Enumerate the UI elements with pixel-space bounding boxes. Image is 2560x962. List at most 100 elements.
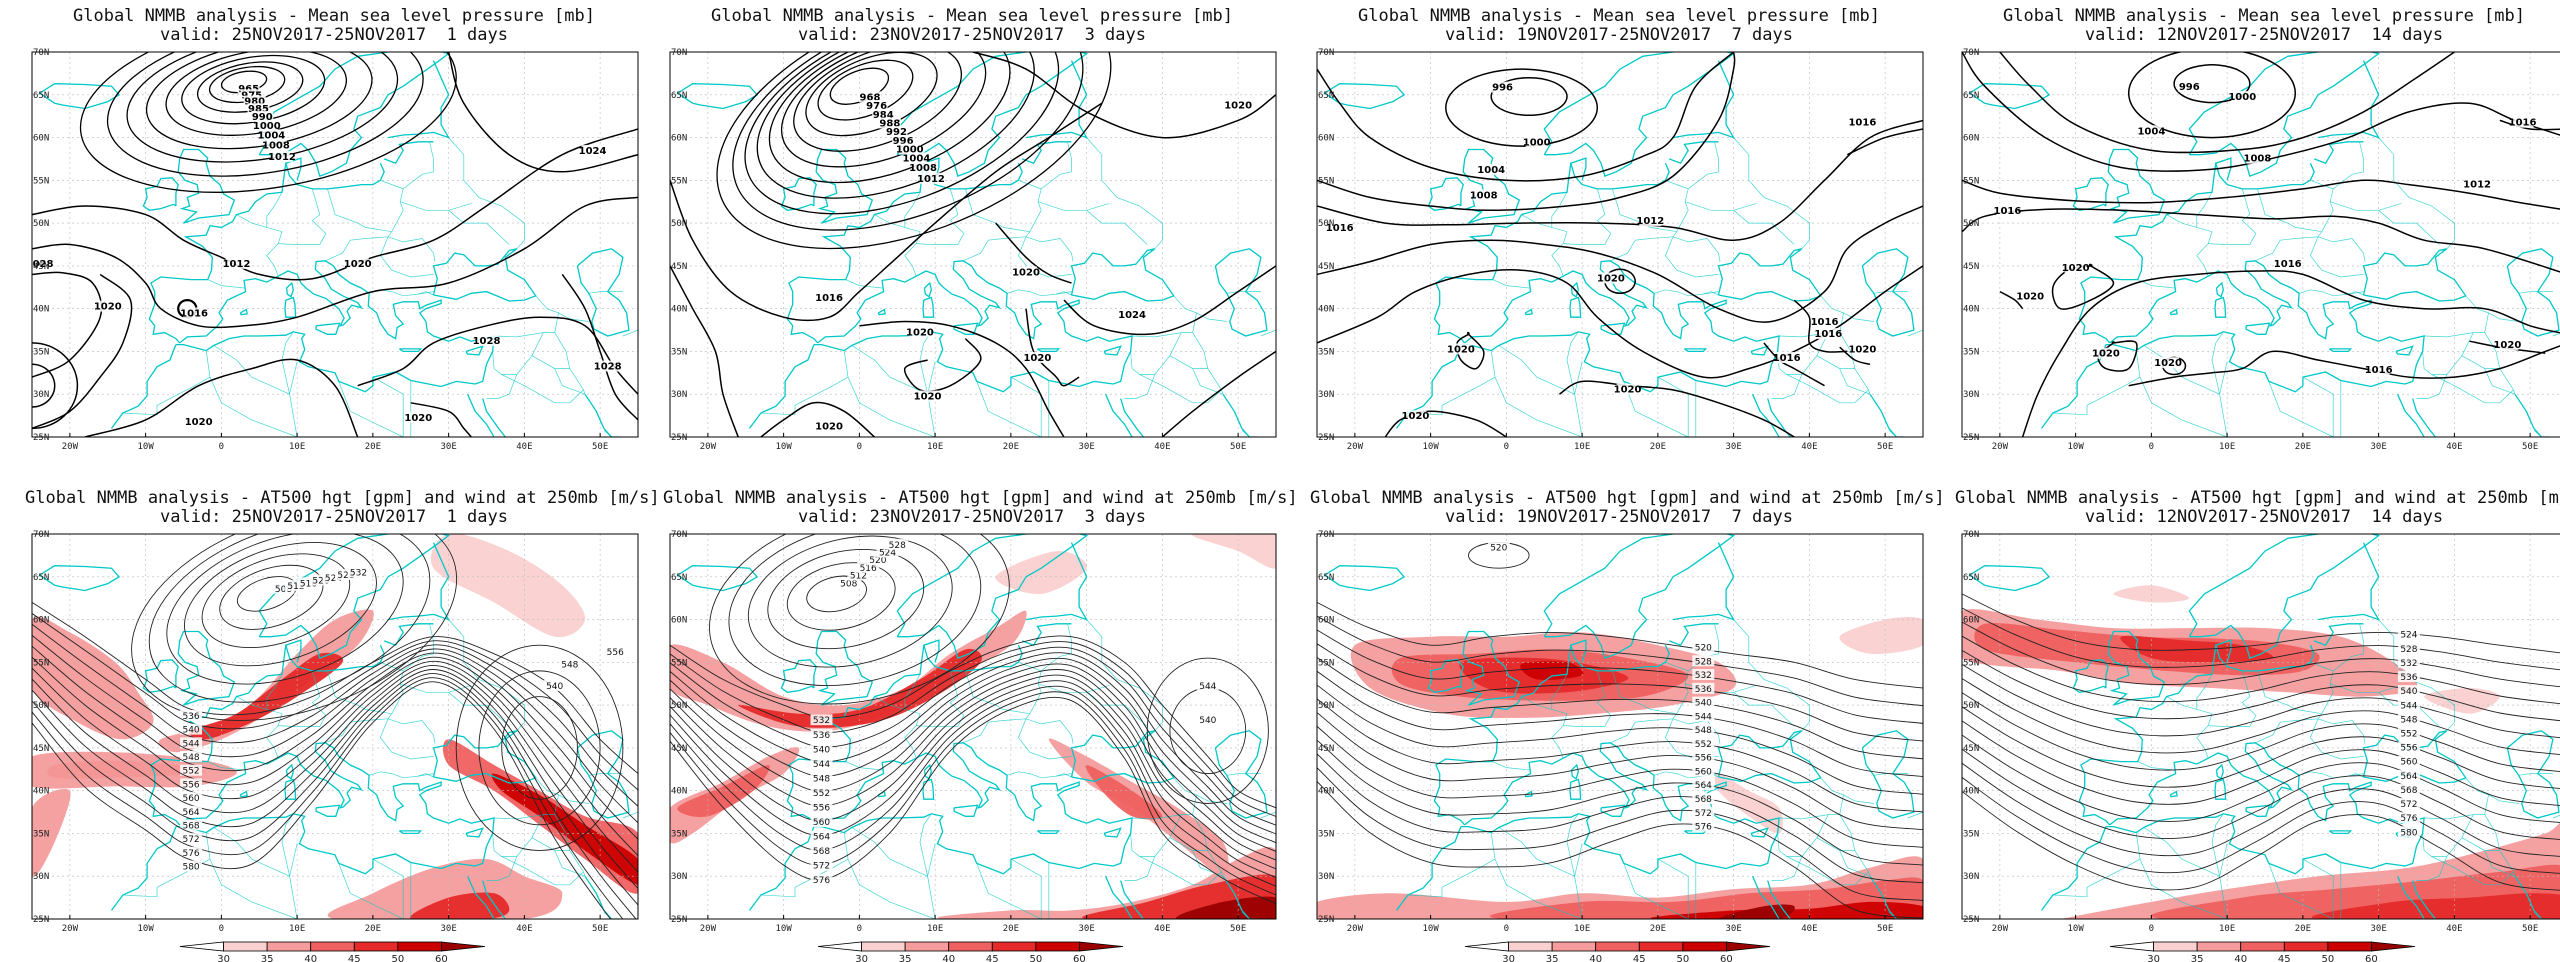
wind-jet-shading [491, 773, 638, 885]
height-contour [670, 680, 1276, 879]
border-line [1006, 771, 1072, 779]
contour-label: 568 [813, 847, 830, 857]
coastline [387, 542, 451, 621]
border-line [2268, 863, 2334, 919]
colorbar-label: 40 [942, 954, 955, 962]
map-frame [31, 533, 639, 920]
coastline [922, 778, 935, 800]
border-line [2166, 696, 2213, 759]
border-line [1260, 329, 1276, 337]
map-canvas: 9659759809859901000100410081012101210201… [31, 48, 639, 452]
height-contour [1962, 791, 2560, 891]
lat-label: 65N [1963, 573, 1979, 583]
contour-label: 572 [2400, 800, 2417, 810]
wind-jet-shading [2311, 893, 2560, 919]
height-contour [1317, 657, 1923, 760]
colorbar-label: 40 [1589, 954, 1602, 962]
contour-label: 1016 [2274, 259, 2302, 270]
border-line [1684, 201, 1757, 211]
lon-label: 20W [1992, 442, 2009, 452]
lat-label: 70N [33, 530, 49, 540]
contour-label: 568 [1695, 795, 1712, 805]
contour-label: 548 [1695, 726, 1712, 736]
contour-label: 552 [813, 789, 830, 799]
coastline [786, 645, 925, 826]
coastline [148, 645, 287, 826]
height-contour [1962, 777, 2560, 874]
border-line [1025, 236, 1074, 262]
border-line [2211, 331, 2224, 395]
coastline [1569, 157, 1670, 190]
coastline [2317, 542, 2381, 621]
coastline [2169, 790, 2178, 798]
colorbar-swatch [1726, 941, 1771, 952]
contour-label: 568 [182, 821, 199, 831]
coastline [2514, 875, 2551, 919]
coastline [2078, 163, 2217, 344]
contour-label: 564 [813, 833, 830, 843]
colorbar-label: 30 [1502, 954, 1515, 962]
lon-label: 40E [1801, 924, 1817, 934]
contour-label: 1016 [1994, 206, 2022, 217]
coastline [953, 322, 979, 335]
border-line [2461, 837, 2500, 851]
border-line [1786, 856, 1869, 886]
border-line [327, 670, 392, 715]
border-line [1037, 683, 1110, 693]
height-contour [1317, 726, 1923, 848]
contour-label: 1020 [1614, 385, 1642, 396]
isobar-contour [1161, 350, 1276, 437]
lon-label: 10E [927, 442, 943, 452]
contour-label: 1020 [1402, 411, 1430, 422]
map-background [32, 52, 638, 437]
border-line [2552, 332, 2560, 337]
contour-label: 552 [182, 767, 199, 777]
coastline [1668, 623, 1719, 647]
height-contour [32, 623, 638, 807]
border-line [874, 696, 921, 759]
contour-label: 508 [840, 579, 857, 589]
coastline [576, 730, 630, 819]
contour-label: 1012 [917, 174, 945, 185]
lon-label: 20W [1347, 924, 1364, 934]
height-contour [1317, 712, 1923, 831]
contour-label: 976 [866, 101, 887, 112]
lat-label: 70N [671, 48, 687, 58]
height-contour [670, 635, 1276, 809]
height-contour [32, 669, 638, 906]
contour-label: 1016 [1848, 118, 1876, 129]
height-contour [670, 641, 1276, 817]
wind-jet-shading [2424, 688, 2500, 714]
panel-title: Global NMMB analysis - Mean sea level pr… [711, 6, 1233, 26]
coastline [2072, 177, 2109, 211]
coastline [1524, 790, 1533, 798]
wind-jet-shading [1192, 534, 1276, 569]
lon-label: 50E [2522, 924, 2538, 934]
border-line [207, 279, 246, 289]
wind-jet-shading [2120, 635, 2274, 663]
contour-label: 1016 [2509, 118, 2537, 129]
border-line [2139, 858, 2228, 919]
coastline [1672, 542, 1736, 621]
contour-label: 1020 [906, 327, 934, 338]
contour-label: 1016 [815, 293, 843, 304]
coastline [748, 344, 815, 429]
lat-label: 60N [671, 134, 687, 144]
lat-label: 30N [671, 872, 687, 882]
coastline [1752, 393, 1780, 437]
contour-label: 1016 [180, 309, 208, 320]
contour-label: 1016 [1811, 317, 1839, 328]
border-line [622, 329, 638, 337]
border-line [1771, 374, 1803, 399]
lon-label: 30E [1725, 442, 1741, 452]
lat-label: 70N [1963, 48, 1979, 58]
panel-subtitle: valid: 19NOV2017-25NOV2017 7 days [1445, 507, 1793, 527]
coastline [1037, 348, 1061, 353]
contour-label: 556 [813, 803, 830, 813]
border-line [622, 811, 638, 819]
coastline [1524, 308, 1533, 316]
height-contour [1962, 664, 2560, 739]
lon-label: 50E [2522, 442, 2538, 452]
panel-title: Global NMMB analysis - AT500 hgt [gpm] a… [25, 488, 660, 508]
height-contour [1317, 739, 1923, 866]
